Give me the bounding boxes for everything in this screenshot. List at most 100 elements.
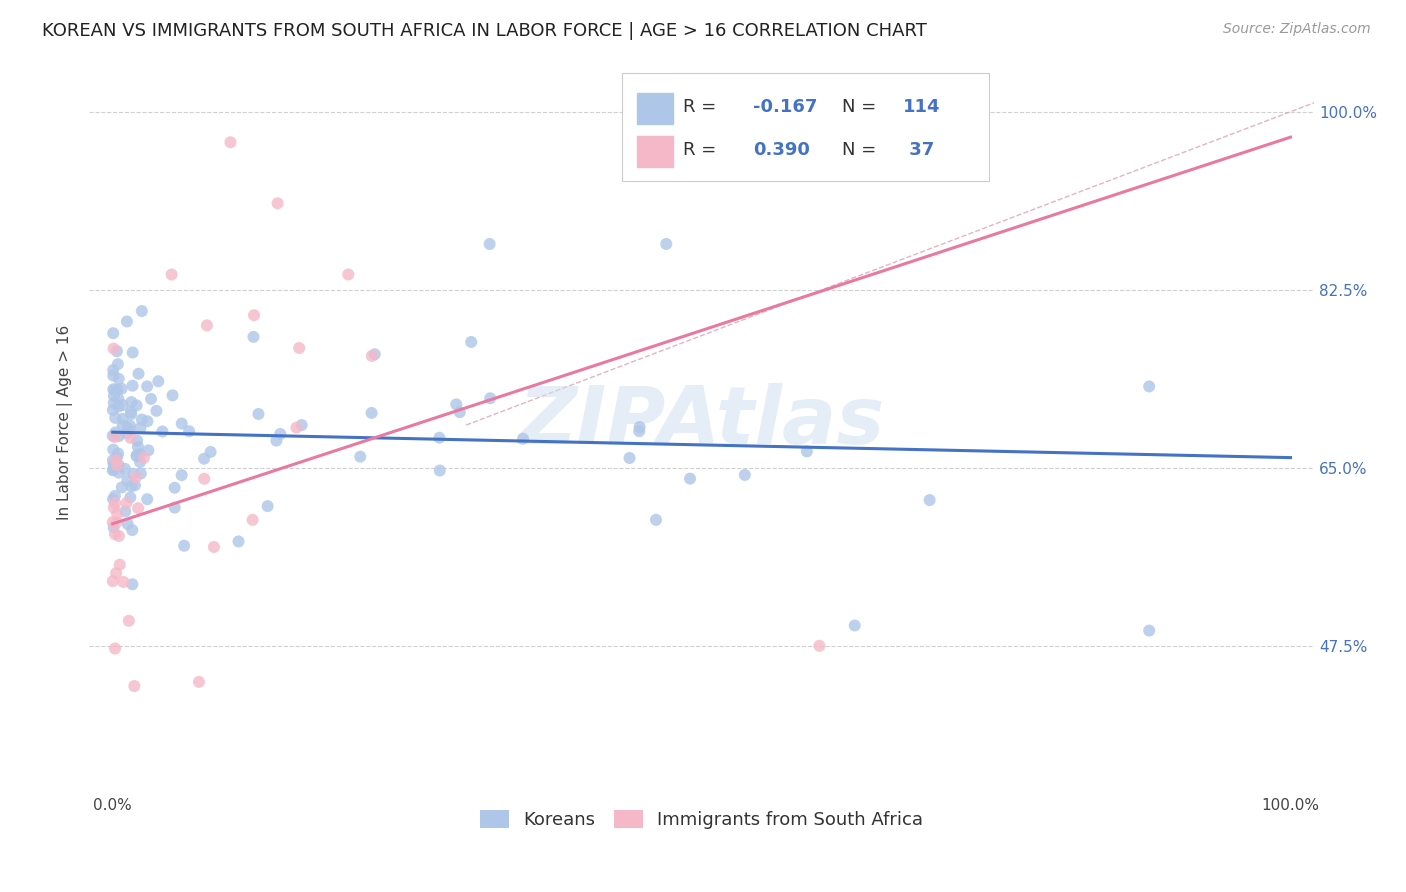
Text: ZIPAtlas: ZIPAtlas [519, 383, 884, 461]
Point [247, 407, 270, 421]
Point [619, 450, 641, 465]
Point [101, 429, 124, 443]
Point [1137, 624, 1160, 638]
Legend: Koreans, Immigrants from South Africa: Koreans, Immigrants from South Africa [472, 803, 931, 837]
Point [1137, 379, 1160, 393]
Point [103, 442, 125, 457]
Point [104, 641, 127, 656]
Point [103, 363, 125, 377]
Point [193, 451, 215, 466]
Text: N =: N = [842, 98, 883, 117]
Point [108, 429, 131, 443]
Point [107, 372, 129, 386]
Point [104, 496, 127, 510]
Bar [637, 136, 673, 167]
FancyBboxPatch shape [621, 73, 990, 181]
Point [105, 450, 128, 464]
Point [105, 458, 128, 473]
Point [269, 427, 291, 442]
Point [118, 418, 141, 433]
Point [121, 523, 143, 537]
Point [121, 345, 143, 359]
Point [256, 499, 278, 513]
Point [129, 467, 152, 481]
Point [112, 574, 135, 589]
Point [645, 513, 668, 527]
Point [127, 501, 149, 516]
Point [104, 410, 127, 425]
Point [145, 404, 167, 418]
Point [266, 434, 288, 448]
Point [429, 431, 451, 445]
Point [160, 268, 183, 282]
Point [187, 674, 209, 689]
Point [128, 367, 150, 381]
Point [104, 489, 127, 503]
Point [111, 418, 134, 433]
Point [120, 395, 142, 409]
Point [105, 566, 128, 581]
Text: 0.390: 0.390 [754, 142, 810, 160]
Point [103, 326, 125, 341]
Point [103, 389, 125, 403]
Point [195, 318, 218, 333]
Point [628, 424, 651, 438]
Point [124, 478, 146, 492]
Text: R =: R = [683, 98, 723, 117]
Point [125, 470, 148, 484]
Point [170, 417, 193, 431]
Point [115, 426, 138, 441]
Point [104, 425, 127, 440]
Point [103, 384, 125, 398]
Point [129, 447, 152, 461]
Point [105, 344, 128, 359]
Text: Source: ZipAtlas.com: Source: ZipAtlas.com [1223, 22, 1371, 37]
Point [117, 421, 139, 435]
Point [118, 423, 141, 437]
Text: 37: 37 [903, 142, 934, 160]
Point [628, 420, 651, 434]
Point [364, 347, 387, 361]
Point [105, 507, 128, 521]
Point [103, 342, 125, 356]
Point [679, 472, 702, 486]
Point [170, 468, 193, 483]
Point [163, 481, 186, 495]
Point [844, 618, 866, 632]
Point [117, 517, 139, 532]
Point [103, 396, 125, 410]
Point [103, 500, 125, 515]
Point [120, 479, 142, 493]
Point [228, 534, 250, 549]
Point [111, 412, 134, 426]
Point [107, 458, 129, 472]
Point [103, 382, 125, 396]
Y-axis label: In Labor Force | Age > 16: In Labor Force | Age > 16 [58, 325, 73, 520]
Point [139, 392, 162, 406]
Point [243, 308, 266, 322]
Point [127, 440, 149, 454]
Point [202, 540, 225, 554]
Point [288, 341, 311, 355]
Text: 114: 114 [903, 98, 941, 117]
Point [120, 405, 142, 419]
Point [101, 515, 124, 529]
Point [107, 383, 129, 397]
Point [125, 449, 148, 463]
Point [108, 558, 131, 572]
Point [103, 368, 125, 383]
Point [478, 237, 501, 252]
Point [120, 491, 142, 505]
Point [125, 398, 148, 412]
Point [162, 388, 184, 402]
Point [103, 463, 125, 477]
Bar [637, 93, 673, 124]
Point [655, 237, 678, 252]
Point [118, 614, 141, 628]
Point [173, 539, 195, 553]
Point [266, 196, 288, 211]
Point [152, 425, 174, 439]
Point [103, 520, 125, 534]
Point [101, 403, 124, 417]
Point [132, 450, 155, 465]
